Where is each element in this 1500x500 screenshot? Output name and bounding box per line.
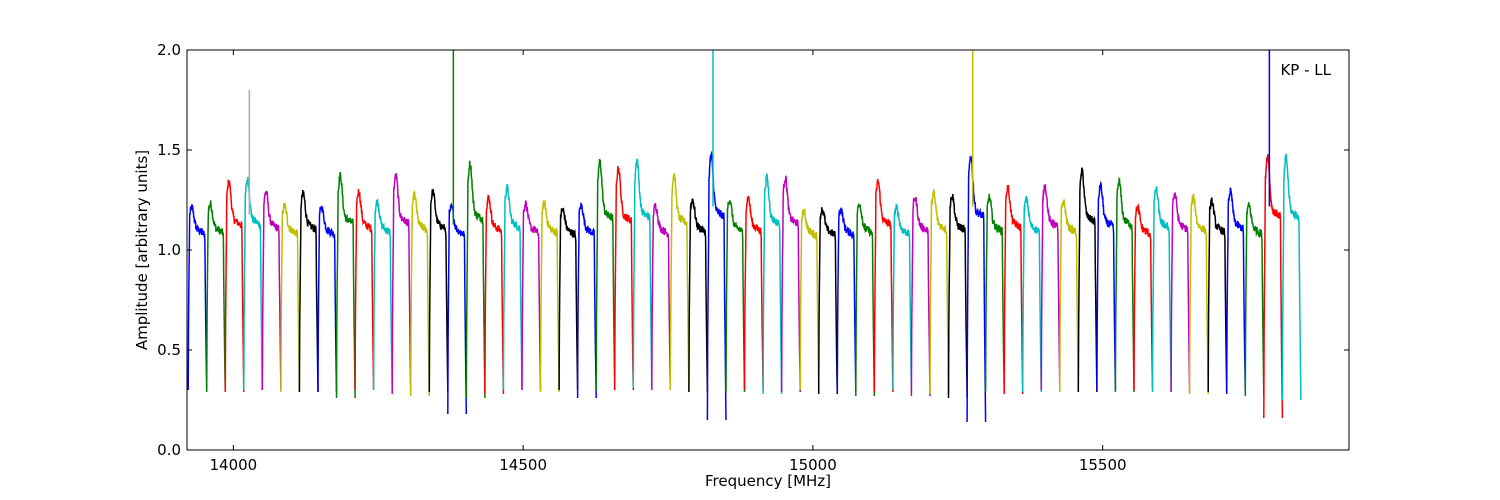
y-tick-label: 0.5 xyxy=(157,341,181,359)
channel-series-line xyxy=(892,203,913,391)
channel-series-line xyxy=(984,193,1005,393)
channel-series-line xyxy=(595,159,616,391)
channel-series-line xyxy=(391,173,412,395)
channel-series-line xyxy=(1207,197,1228,393)
channel-series-line xyxy=(1244,202,1265,397)
channel-series-line xyxy=(725,200,746,393)
channel-series-line xyxy=(780,175,801,393)
channel-series-line xyxy=(873,179,894,393)
channel-series-line xyxy=(354,188,375,391)
channel-series-line xyxy=(1133,202,1154,391)
channel-series-line xyxy=(521,200,542,391)
channel-series-line xyxy=(1059,199,1080,393)
channel-series-line xyxy=(1003,184,1024,395)
channel-series-line xyxy=(1096,180,1117,391)
channel-series-line xyxy=(1263,154,1284,419)
channel-series-line xyxy=(317,205,338,393)
x-axis-ticks: 14000 14500 15000 15500 xyxy=(210,50,1127,474)
channel-series-line xyxy=(1225,187,1247,395)
channel-series-line xyxy=(1114,176,1135,393)
channel-series-line xyxy=(743,195,764,391)
channel-series-line xyxy=(243,176,264,391)
channel-series-line xyxy=(910,196,931,397)
y-tick-label: 1.5 xyxy=(157,141,181,159)
y-tick-label: 1.0 xyxy=(157,241,181,259)
channel-series-line xyxy=(688,198,709,393)
channel-series-line xyxy=(298,189,319,393)
channel-series-line xyxy=(447,202,468,415)
channel-series-line xyxy=(187,203,208,391)
channel-series-line xyxy=(947,193,968,399)
channel-series-line xyxy=(465,160,486,399)
x-axis-label: Frequency [MHz] xyxy=(705,472,831,490)
channel-series-line xyxy=(335,171,356,399)
channel-series-line xyxy=(205,200,227,393)
channel-series-line xyxy=(1151,186,1172,393)
channel-series-line xyxy=(1040,184,1061,391)
channel-series-line xyxy=(817,207,839,395)
channel-series-line xyxy=(409,189,431,397)
y-axis-label: Amplitude [arbitrary units] xyxy=(133,150,151,350)
channel-series-line xyxy=(1188,193,1209,395)
x-tick-label: 14500 xyxy=(499,456,547,474)
plot-frame xyxy=(186,49,1350,451)
channel-series-line xyxy=(632,158,653,389)
channel-series-line xyxy=(539,200,560,393)
series-layer xyxy=(187,50,1302,423)
channel-series-line xyxy=(502,183,523,391)
channel-series-line xyxy=(929,188,950,395)
y-axis-ticks: 0.0 0.5 1.0 1.5 2.0 xyxy=(157,41,1349,459)
channel-series-line xyxy=(224,179,245,393)
channel-series-line xyxy=(428,188,449,393)
channel-series-line xyxy=(706,150,727,421)
x-tick-label: 14000 xyxy=(210,456,258,474)
channel-series-line xyxy=(484,194,505,395)
channel-series-line xyxy=(558,207,579,391)
channel-series-line xyxy=(651,203,672,391)
channel-series-line xyxy=(836,207,857,393)
x-tick-label: 15500 xyxy=(1079,456,1127,474)
baseline-annotation: KP - LL xyxy=(1280,61,1331,79)
channel-series-line xyxy=(762,173,783,395)
channel-series-line xyxy=(1021,195,1043,393)
x-tick-label: 15000 xyxy=(789,456,837,474)
channel-series-line xyxy=(1281,152,1302,401)
plot-background xyxy=(187,50,1349,450)
channel-series-line xyxy=(855,203,876,397)
y-tick-label: 2.0 xyxy=(157,41,181,59)
channel-series-line xyxy=(1077,167,1098,393)
channel-series-line xyxy=(966,155,987,423)
channel-series-line xyxy=(613,165,635,391)
channel-series-line xyxy=(576,202,597,399)
channel-series-line xyxy=(1170,192,1191,393)
channel-series-line xyxy=(799,208,820,391)
channel-series-line xyxy=(372,199,393,391)
y-tick-label: 0.0 xyxy=(157,441,181,459)
channel-series-line xyxy=(280,202,301,393)
channel-series-line xyxy=(261,190,282,391)
channel-series-line xyxy=(669,173,690,391)
